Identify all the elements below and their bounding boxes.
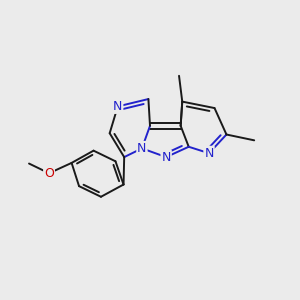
Text: O: O xyxy=(44,167,54,180)
Text: N: N xyxy=(204,147,214,160)
Text: N: N xyxy=(113,100,122,113)
Text: N: N xyxy=(161,151,171,164)
Text: N: N xyxy=(137,142,147,155)
